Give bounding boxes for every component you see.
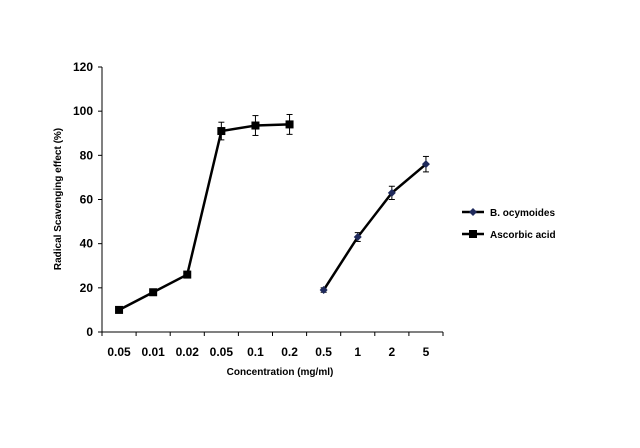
legend: B. ocymoides Ascorbic acid [462, 208, 556, 241]
legend-marker [469, 208, 477, 216]
legend-label: B. ocymoides [490, 208, 555, 219]
legend-marker [469, 230, 477, 238]
legend-item-2: Ascorbic acid [462, 230, 556, 241]
data-point [251, 121, 260, 130]
legend-label: Ascorbic acid [490, 230, 556, 241]
series-1 [319, 155, 430, 295]
data-point [285, 120, 294, 129]
x-tick-label: 2 [389, 345, 396, 359]
x-axis-title: Concentration (mg/ml) [227, 367, 334, 378]
data-point [183, 270, 192, 279]
y-axis: 0 20 40 60 80 100 120 [73, 60, 103, 339]
x-tick-label: 0.01 [141, 345, 165, 359]
x-tick-label: 0.1 [247, 345, 264, 359]
data-point [387, 188, 396, 197]
series-2 [115, 113, 294, 314]
y-tick-label: 80 [80, 148, 94, 162]
x-tick-label: 0.05 [107, 345, 131, 359]
x-axis: 0.05 0.01 0.02 0.05 0.1 0.2 0.5 1 2 5 [101, 331, 444, 359]
data-point [115, 305, 124, 314]
x-tick-label: 5 [423, 345, 430, 359]
series-line [322, 163, 427, 291]
y-tick-label: 20 [80, 281, 94, 295]
y-tick-label: 0 [86, 325, 93, 339]
x-tick-label: 1 [354, 345, 361, 359]
y-tick-label: 40 [80, 237, 94, 251]
y-tick-label: 120 [73, 60, 93, 74]
data-point [319, 286, 328, 295]
data-point [217, 127, 226, 136]
x-tick-label: 0.2 [281, 345, 298, 359]
y-tick-label: 60 [80, 193, 94, 207]
y-tick-label: 100 [73, 104, 93, 118]
series-layer [115, 113, 430, 314]
legend-item-1: B. ocymoides [462, 208, 555, 219]
data-point [353, 233, 362, 242]
x-tick-label: 0.05 [210, 345, 234, 359]
data-point [149, 288, 158, 297]
y-axis-title: Radical Scavenging effect (%) [53, 128, 64, 270]
x-tick-label: 0.5 [315, 345, 332, 359]
data-point [421, 160, 430, 169]
x-tick-label: 0.02 [176, 345, 200, 359]
series-line [118, 123, 290, 312]
